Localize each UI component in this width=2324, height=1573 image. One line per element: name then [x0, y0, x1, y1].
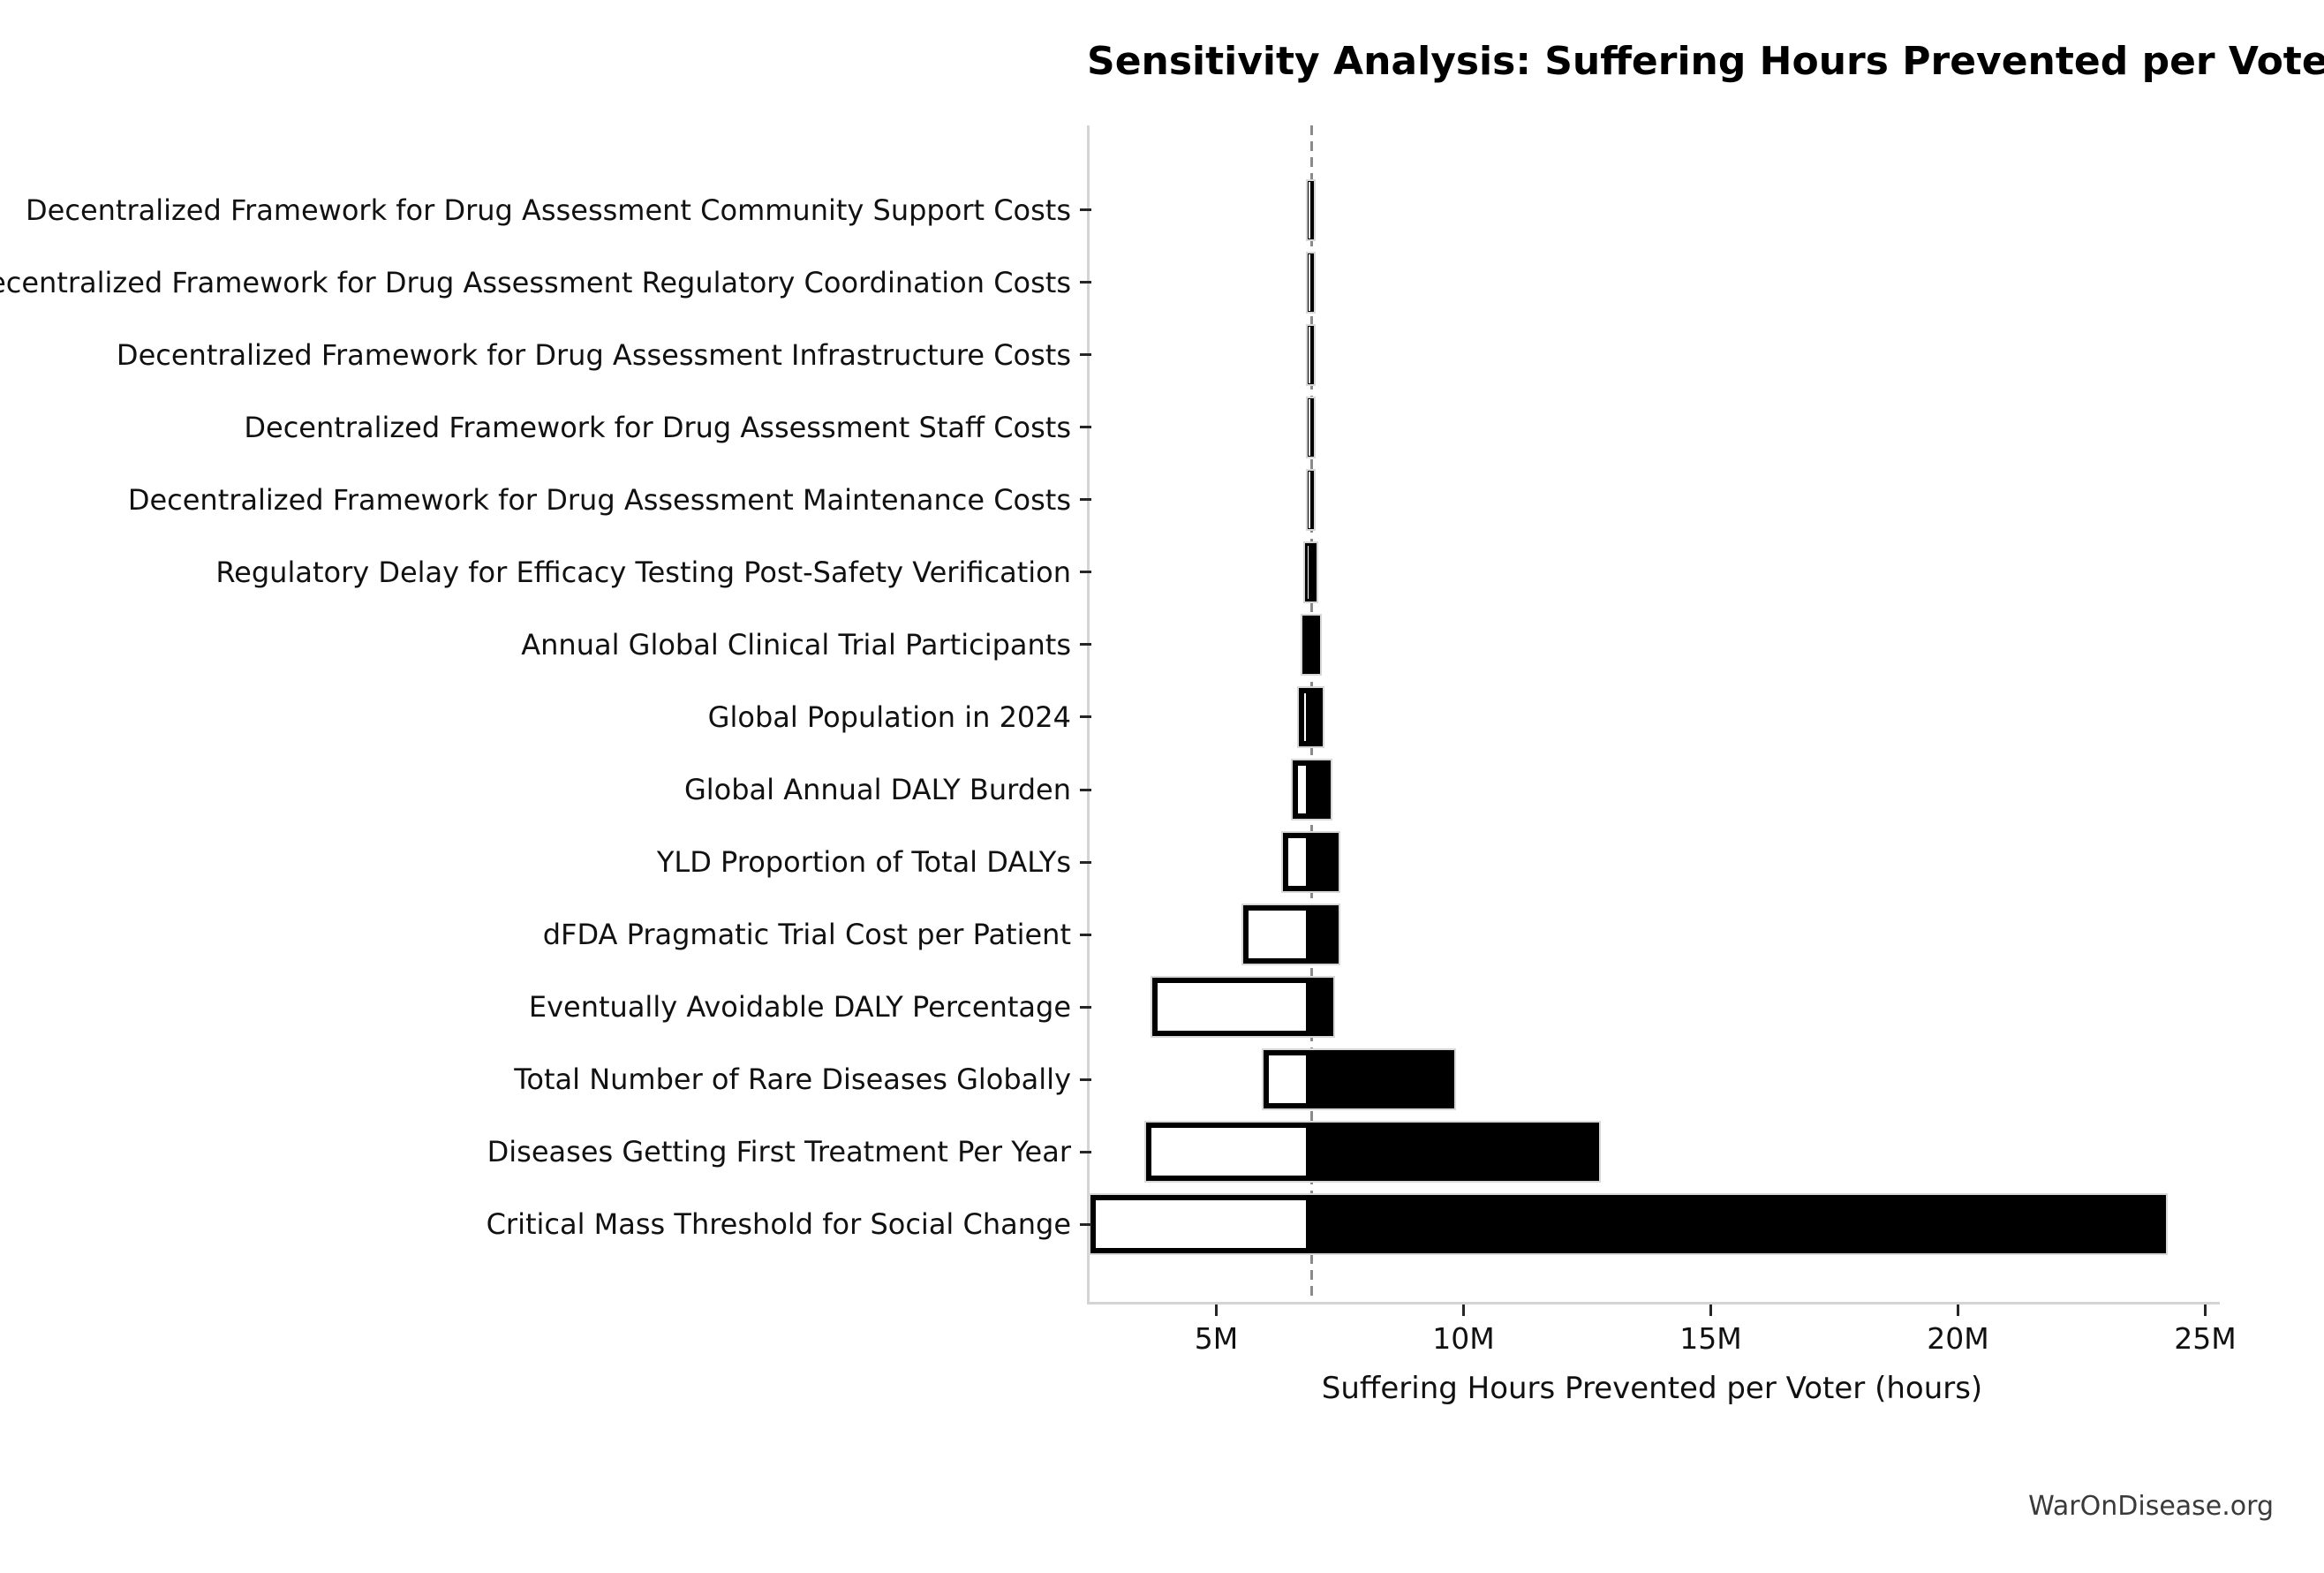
- bar-low-segment: [1090, 1195, 1311, 1254]
- bar-low-segment: [1308, 470, 1311, 529]
- sensitivity-bar-row: [1306, 251, 1316, 314]
- y-axis-label: dFDA Pragmatic Trial Cost per Patient: [542, 918, 1071, 952]
- y-axis-label: Decentralized Framework for Drug Assessm…: [0, 265, 1071, 299]
- y-axis-tick: [1080, 933, 1091, 936]
- sensitivity-bar-row: [1306, 468, 1316, 531]
- bar-low-segment: [1145, 1123, 1311, 1182]
- y-axis-spine: [1087, 125, 1090, 1305]
- x-axis-tick: [1214, 1305, 1218, 1316]
- bar-low-segment: [1305, 542, 1311, 601]
- sensitivity-bar-row: [1290, 759, 1333, 821]
- bar-low-segment: [1292, 760, 1311, 820]
- y-axis-label: Global Population in 2024: [707, 700, 1071, 734]
- x-axis-tick-label: 5M: [1194, 1321, 1239, 1356]
- sensitivity-bar-row: [1241, 904, 1341, 966]
- sensitivity-bar-row: [1089, 1193, 2168, 1256]
- y-axis-tick: [1080, 1222, 1091, 1226]
- y-axis-tick: [1080, 571, 1091, 574]
- x-axis-tick: [1956, 1305, 1959, 1316]
- bar-low-segment: [1151, 978, 1311, 1037]
- y-axis-label: Global Annual DALY Burden: [683, 773, 1071, 807]
- y-axis-label: Eventually Avoidable DALY Percentage: [528, 990, 1071, 1025]
- sensitivity-bar-row: [1306, 178, 1316, 241]
- y-axis-tick: [1080, 1078, 1091, 1081]
- x-axis-label: Suffering Hours Prevented per Voter (hou…: [1321, 1371, 1983, 1406]
- bar-low-segment: [1308, 180, 1311, 239]
- bar-low-segment: [1308, 253, 1311, 312]
- x-axis-tick: [2203, 1305, 2207, 1316]
- y-axis-label: Regulatory Delay for Efficacy Testing Po…: [215, 555, 1071, 589]
- y-axis-label: Decentralized Framework for Drug Assessm…: [116, 337, 1071, 372]
- bar-low-segment: [1299, 687, 1311, 746]
- y-axis-label: Decentralized Framework for Drug Assessm…: [127, 482, 1071, 517]
- sensitivity-bar-row: [1150, 976, 1335, 1039]
- y-axis-tick: [1080, 643, 1091, 647]
- sensitivity-bar-row: [1280, 831, 1341, 894]
- bar-low-segment: [1243, 905, 1311, 964]
- y-axis-label: Decentralized Framework for Drug Assessm…: [26, 193, 1071, 227]
- y-axis-tick: [1080, 353, 1091, 357]
- watermark-text: WarOnDisease.org: [2028, 1491, 2274, 1522]
- y-axis-label: Decentralized Framework for Drug Assessm…: [244, 410, 1071, 444]
- x-axis-tick-label: 10M: [1432, 1321, 1495, 1356]
- y-axis-label: Total Number of Rare Diseases Globally: [514, 1063, 1071, 1097]
- y-axis-label: Diseases Getting First Treatment Per Yea…: [487, 1135, 1071, 1169]
- bar-low-segment: [1308, 325, 1311, 384]
- chart-title: Sensitivity Analysis: Suffering Hours Pr…: [1087, 39, 2324, 84]
- sensitivity-bar-row: [1303, 541, 1319, 603]
- x-axis-tick: [1709, 1305, 1712, 1316]
- x-axis-spine: [1087, 1302, 2220, 1305]
- y-axis-label: Critical Mass Threshold for Social Chang…: [486, 1207, 1071, 1242]
- y-axis-tick: [1080, 1150, 1091, 1153]
- bar-low-segment: [1263, 1050, 1311, 1109]
- sensitivity-bar-row: [1300, 613, 1322, 676]
- y-axis-label: YLD Proportion of Total DALYs: [656, 845, 1071, 880]
- x-axis-tick: [1461, 1305, 1465, 1316]
- bar-low-segment: [1308, 397, 1311, 457]
- y-axis-tick: [1080, 208, 1091, 211]
- y-axis-tick: [1080, 498, 1091, 502]
- bar-low-segment: [1302, 615, 1311, 674]
- y-axis-tick: [1080, 788, 1091, 791]
- sensitivity-bar-row: [1306, 396, 1316, 458]
- sensitivity-bar-row: [1297, 685, 1324, 748]
- bar-low-segment: [1282, 833, 1311, 892]
- y-axis-tick: [1080, 715, 1091, 719]
- x-axis-tick-label: 25M: [2174, 1321, 2237, 1356]
- y-axis-tick: [1080, 860, 1091, 864]
- x-axis-tick-label: 20M: [1927, 1321, 1989, 1356]
- y-axis-tick: [1080, 426, 1091, 429]
- y-axis-tick: [1080, 1005, 1091, 1009]
- x-axis-tick-label: 15M: [1679, 1321, 1742, 1356]
- sensitivity-bar-row: [1261, 1048, 1457, 1111]
- y-axis-tick: [1080, 281, 1091, 284]
- sensitivity-bar-row: [1143, 1121, 1602, 1184]
- sensitivity-bar-row: [1306, 323, 1316, 386]
- y-axis-label: Annual Global Clinical Trial Participant…: [521, 627, 1071, 662]
